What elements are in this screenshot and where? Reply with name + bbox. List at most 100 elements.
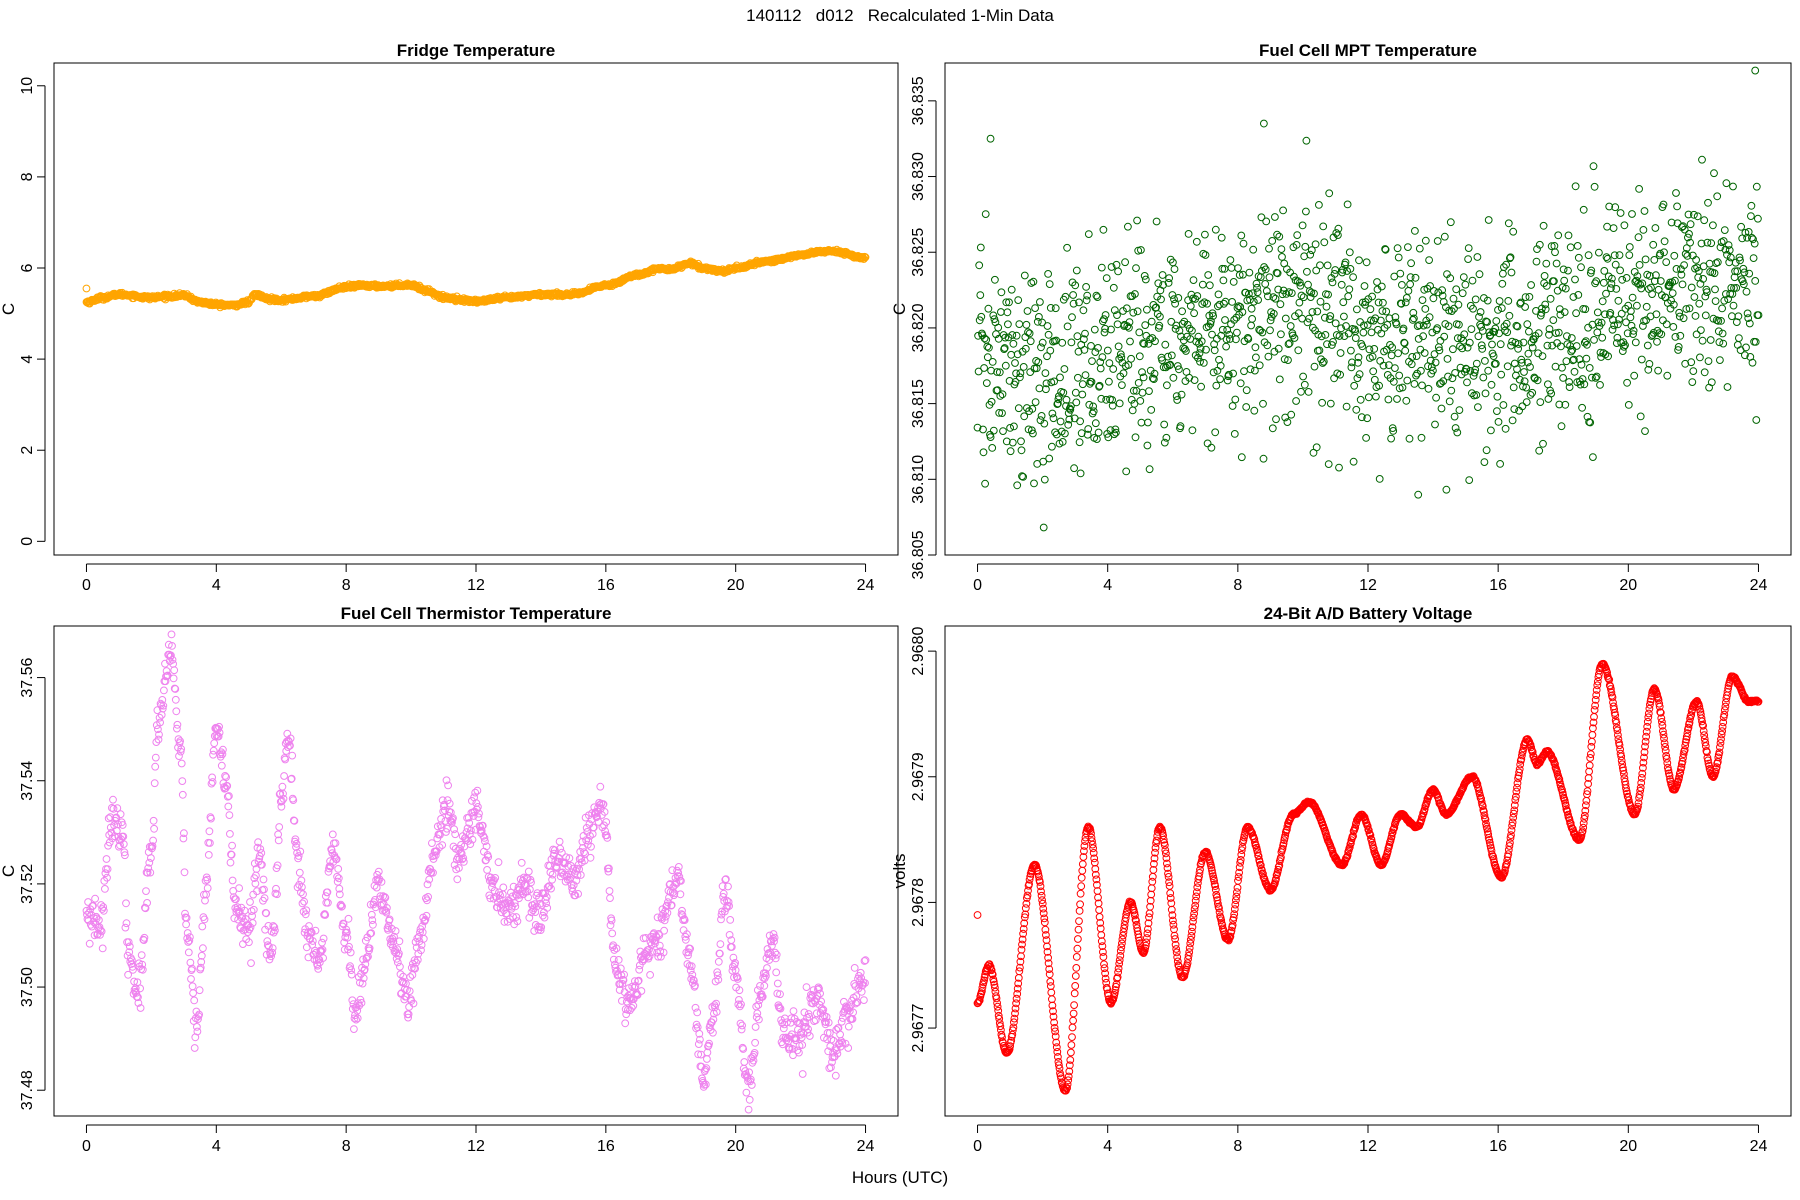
data-point — [1071, 281, 1080, 290]
data-point — [1019, 363, 1028, 371]
data-point — [1020, 412, 1029, 421]
data-point — [1075, 438, 1084, 447]
data-point — [1078, 866, 1087, 875]
data-point — [1095, 906, 1103, 914]
data-point — [1045, 280, 1054, 289]
data-point — [990, 315, 999, 324]
data-point — [983, 353, 992, 362]
data-point — [1079, 306, 1088, 315]
data-point — [1029, 429, 1037, 438]
y-axis-label: C — [0, 303, 18, 315]
data-point — [1042, 379, 1051, 388]
data-point — [1016, 369, 1025, 378]
data-point — [1117, 353, 1126, 362]
data-point — [1093, 293, 1102, 302]
data-point — [1072, 964, 1081, 972]
data-point — [1139, 373, 1148, 382]
data-point — [1058, 438, 1067, 446]
data-point — [1141, 275, 1150, 284]
data-point — [1074, 925, 1083, 934]
data-point — [1176, 422, 1185, 431]
data-point — [1008, 331, 1017, 339]
data-point — [1076, 889, 1085, 898]
data-point — [1125, 318, 1134, 327]
data-point — [1098, 353, 1107, 362]
data-point — [997, 288, 1006, 297]
data-point — [1135, 352, 1144, 361]
data-point — [1187, 290, 1196, 299]
data-point — [976, 291, 985, 300]
data-point — [998, 390, 1007, 399]
data-point — [979, 448, 988, 457]
data-point — [1137, 246, 1145, 254]
data-point — [1125, 323, 1133, 332]
data-point — [1021, 344, 1030, 353]
data-point — [1165, 274, 1173, 283]
data-point — [1175, 326, 1184, 335]
data-point — [1109, 283, 1118, 292]
data-point — [1024, 328, 1032, 337]
data-point — [1118, 381, 1126, 390]
data-point — [1108, 401, 1117, 410]
data-point — [974, 367, 983, 376]
data-point — [1138, 368, 1146, 377]
data-point — [1040, 918, 1049, 927]
data-point — [1066, 405, 1075, 414]
data-point — [1071, 972, 1080, 980]
data-point — [1129, 386, 1138, 395]
data-point — [1031, 398, 1040, 407]
data-point — [1024, 425, 1033, 434]
data-point — [1064, 420, 1073, 429]
data-point — [1159, 281, 1167, 289]
data-point — [1122, 304, 1131, 313]
data-point — [1032, 357, 1040, 365]
data-point — [1069, 1016, 1077, 1025]
y-tick-label: 10 — [19, 77, 36, 95]
data-point — [987, 397, 996, 406]
data-point — [1154, 279, 1163, 288]
data-point — [979, 425, 987, 434]
data-point — [1104, 433, 1113, 442]
data-point — [1030, 479, 1038, 488]
data-point — [1124, 222, 1132, 231]
data-point — [1107, 263, 1116, 271]
data-point — [1097, 394, 1106, 403]
data-point — [1172, 392, 1181, 401]
data-point — [1145, 387, 1153, 396]
data-point — [1144, 418, 1152, 427]
data-point — [1158, 356, 1166, 365]
data-point — [991, 275, 999, 284]
data-point — [1178, 319, 1187, 328]
x-axis: 0 4 8 12 16 20 24 — [82, 563, 875, 594]
data-point — [1065, 415, 1074, 424]
data-point — [1102, 274, 1111, 283]
page-title: 140112 d012 Recalculated 1-Min Data — [746, 6, 1054, 25]
panel-title: Fuel Cell MPT Temperature — [1259, 41, 1477, 60]
data-point — [974, 331, 982, 340]
data-point — [1009, 339, 1018, 348]
data-point — [1044, 330, 1053, 339]
data-point — [1042, 385, 1050, 394]
data-point — [1126, 337, 1134, 346]
data-point — [1077, 882, 1086, 891]
data-point — [995, 368, 1004, 377]
data-point — [1076, 469, 1085, 478]
data-point — [1161, 340, 1170, 349]
data-point — [1082, 283, 1090, 291]
data-points — [973, 66, 1763, 532]
data-point — [985, 343, 993, 352]
data-point — [1072, 398, 1081, 407]
data-point — [1108, 396, 1116, 404]
data-point — [1044, 270, 1052, 278]
data-point — [980, 334, 989, 343]
data-point — [1075, 298, 1083, 307]
data-point — [1073, 332, 1082, 341]
data-point — [1127, 354, 1135, 363]
data-points — [973, 659, 1763, 1095]
data-point — [1182, 347, 1190, 355]
data-point — [999, 427, 1007, 436]
data-point — [1090, 325, 1099, 334]
data-point — [1033, 317, 1042, 326]
data-point — [1063, 322, 1072, 331]
